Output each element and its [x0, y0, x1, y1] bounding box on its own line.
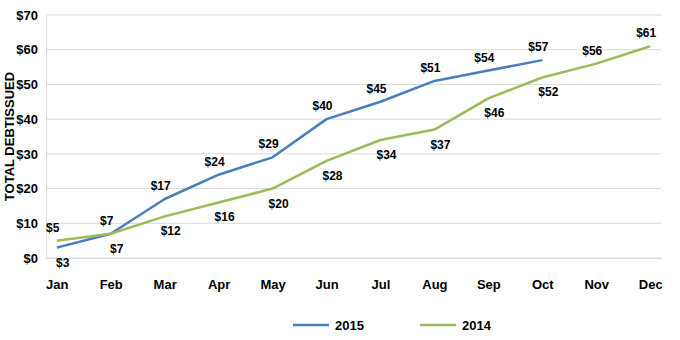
data-label: $5 [46, 221, 60, 235]
data-label: $16 [215, 210, 235, 224]
x-tick: Nov [584, 258, 609, 292]
data-label: $20 [269, 197, 289, 211]
y-tick-label: $10 [16, 216, 38, 231]
x-tick-label: Oct [532, 277, 554, 292]
y-tick-label: $60 [16, 42, 38, 57]
legend-entry: 2015 [293, 318, 364, 333]
data-label: $12 [161, 224, 181, 238]
y-tick-label: $20 [16, 181, 38, 196]
x-tick-label: Jan [46, 277, 68, 292]
y-tick-label: $0 [24, 251, 38, 266]
y-tick: $30 [16, 147, 46, 162]
x-axis: Jan Feb Mar Apr May Jun Jul Aug Sep Oct Nov Dec [46, 258, 663, 292]
x-tick-label: Sep [477, 277, 501, 292]
grid-line [46, 49, 661, 50]
y-tick-label: $40 [16, 112, 38, 127]
grid-line [46, 15, 661, 16]
data-label: $51 [420, 61, 440, 75]
x-tick: Jul [372, 258, 391, 292]
data-label: $46 [484, 106, 504, 120]
x-tick: Oct [532, 258, 554, 292]
legend-entry: 2014 [420, 318, 492, 333]
data-label: $54 [474, 51, 494, 65]
y-tick-label: $30 [16, 147, 38, 162]
x-tick-label: May [260, 277, 286, 292]
data-label: $7 [100, 214, 114, 228]
legend: 2015 2014 [293, 318, 492, 333]
y-tick: $70 [16, 8, 46, 23]
y-tick-label: $70 [16, 8, 38, 23]
y-tick-label: $50 [16, 77, 38, 92]
x-tick-label: Nov [584, 277, 609, 292]
data-label: $40 [313, 99, 333, 113]
data-label: $61 [636, 26, 656, 40]
grid-line [46, 84, 661, 85]
y-tick: $60 [16, 42, 46, 57]
legend-label: 2015 [335, 318, 364, 333]
data-label: $57 [528, 40, 548, 54]
chart: $0 $10 $20 $30 $40 $50 $60 $70 Jan Feb Mar Apr May Ju… [0, 0, 680, 340]
x-tick: Jun [315, 258, 338, 292]
x-tick: Dec [639, 258, 663, 292]
data-label: $28 [323, 169, 343, 183]
y-tick: $0 [24, 251, 46, 266]
series-line [57, 46, 650, 240]
data-label: $7 [110, 242, 124, 256]
y-tick: $20 [16, 181, 46, 196]
data-label: $3 [56, 256, 70, 270]
data-label: $56 [582, 44, 602, 58]
y-axis-title: TOTAL DEBTISSUED [2, 72, 17, 201]
x-tick-label: Feb [100, 277, 123, 292]
grid-line [46, 153, 661, 154]
data-label: $29 [259, 137, 279, 151]
series-line [57, 60, 543, 247]
data-label: $45 [366, 82, 386, 96]
legend-swatch [420, 324, 456, 327]
data-label: $37 [430, 138, 450, 152]
legend-swatch [293, 324, 329, 327]
legend-label: 2014 [462, 318, 492, 333]
x-tick-label: Jul [372, 277, 391, 292]
x-tick-label: Apr [208, 277, 230, 292]
grid-line [46, 188, 661, 189]
data-labels: $3 $7 $17 $24 $29 $40 $45 $51 $54 $57 $5 $7 $12 $16 $2… [46, 26, 656, 269]
grid-line [46, 119, 661, 120]
x-tick: Sep [477, 258, 501, 292]
y-tick: $40 [16, 112, 46, 127]
x-axis-line [47, 258, 662, 259]
plot-area [57, 46, 650, 247]
grid [46, 15, 661, 258]
data-label: $52 [538, 85, 558, 99]
data-label: $24 [205, 155, 225, 169]
x-tick: Feb [100, 258, 123, 292]
y-tick: $50 [16, 77, 46, 92]
x-tick: Mar [154, 258, 177, 292]
x-tick: Aug [422, 258, 447, 292]
data-label: $34 [376, 148, 396, 162]
x-tick-label: Jun [315, 277, 338, 292]
x-tick-label: Dec [639, 277, 663, 292]
x-tick-label: Aug [422, 277, 447, 292]
grid-line [46, 258, 661, 259]
y-tick: $10 [16, 216, 46, 231]
data-label: $17 [151, 179, 171, 193]
y-axis: $0 $10 $20 $30 $40 $50 $60 $70 [16, 8, 46, 266]
x-tick: May [260, 258, 286, 292]
x-tick: Apr [208, 258, 230, 292]
x-tick-label: Mar [154, 277, 177, 292]
